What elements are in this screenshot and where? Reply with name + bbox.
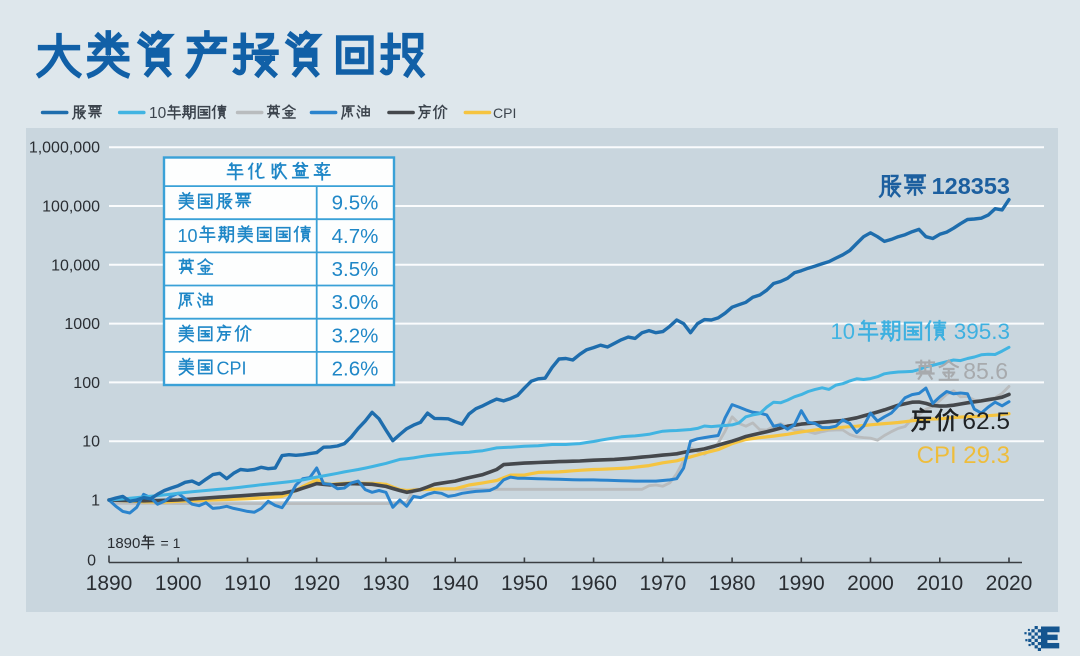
- svg-text:1930: 1930: [363, 572, 410, 595]
- svg-text:1890: 1890: [107, 535, 140, 552]
- svg-text:10,000: 10,000: [51, 257, 100, 274]
- svg-text:1960: 1960: [570, 572, 617, 595]
- svg-text:0: 0: [87, 553, 96, 570]
- svg-text:395.3: 395.3: [954, 319, 1010, 344]
- svg-text:10: 10: [831, 319, 855, 344]
- svg-text:85.6: 85.6: [963, 358, 1008, 384]
- svg-text:1900: 1900: [155, 572, 202, 595]
- svg-text:10: 10: [178, 226, 198, 246]
- svg-text:2020: 2020: [986, 572, 1033, 595]
- svg-text:1,000,000: 1,000,000: [29, 140, 100, 157]
- svg-text:1: 1: [91, 493, 100, 510]
- svg-text:100,000: 100,000: [42, 199, 100, 216]
- svg-text:9.5%: 9.5%: [332, 192, 379, 215]
- svg-text:CPI: CPI: [493, 105, 516, 121]
- svg-text:3.2%: 3.2%: [332, 324, 379, 347]
- svg-text:1970: 1970: [639, 572, 686, 595]
- svg-text:62.5: 62.5: [962, 408, 1010, 435]
- svg-text:10: 10: [82, 434, 100, 451]
- svg-text:2010: 2010: [916, 572, 963, 595]
- svg-text:1950: 1950: [501, 572, 548, 595]
- svg-text:4.7%: 4.7%: [332, 225, 379, 248]
- svg-text:CPI: CPI: [217, 358, 247, 378]
- svg-text:1980: 1980: [709, 572, 756, 595]
- svg-text:1940: 1940: [432, 572, 479, 595]
- svg-text:10: 10: [149, 105, 167, 122]
- svg-text:3.0%: 3.0%: [332, 291, 379, 314]
- svg-text:128353: 128353: [932, 173, 1010, 199]
- svg-text:CPI 29.3: CPI 29.3: [917, 442, 1010, 469]
- svg-text:1990: 1990: [778, 572, 825, 595]
- svg-text:2000: 2000: [847, 572, 894, 595]
- svg-text:1910: 1910: [224, 572, 271, 595]
- svg-text:100: 100: [73, 375, 100, 392]
- svg-text:2.6%: 2.6%: [332, 357, 379, 380]
- svg-text:1920: 1920: [293, 572, 340, 595]
- svg-text:1890: 1890: [86, 572, 133, 595]
- svg-text:= 1: = 1: [161, 535, 181, 551]
- svg-text:3.5%: 3.5%: [332, 258, 379, 281]
- svg-text:1000: 1000: [64, 316, 100, 333]
